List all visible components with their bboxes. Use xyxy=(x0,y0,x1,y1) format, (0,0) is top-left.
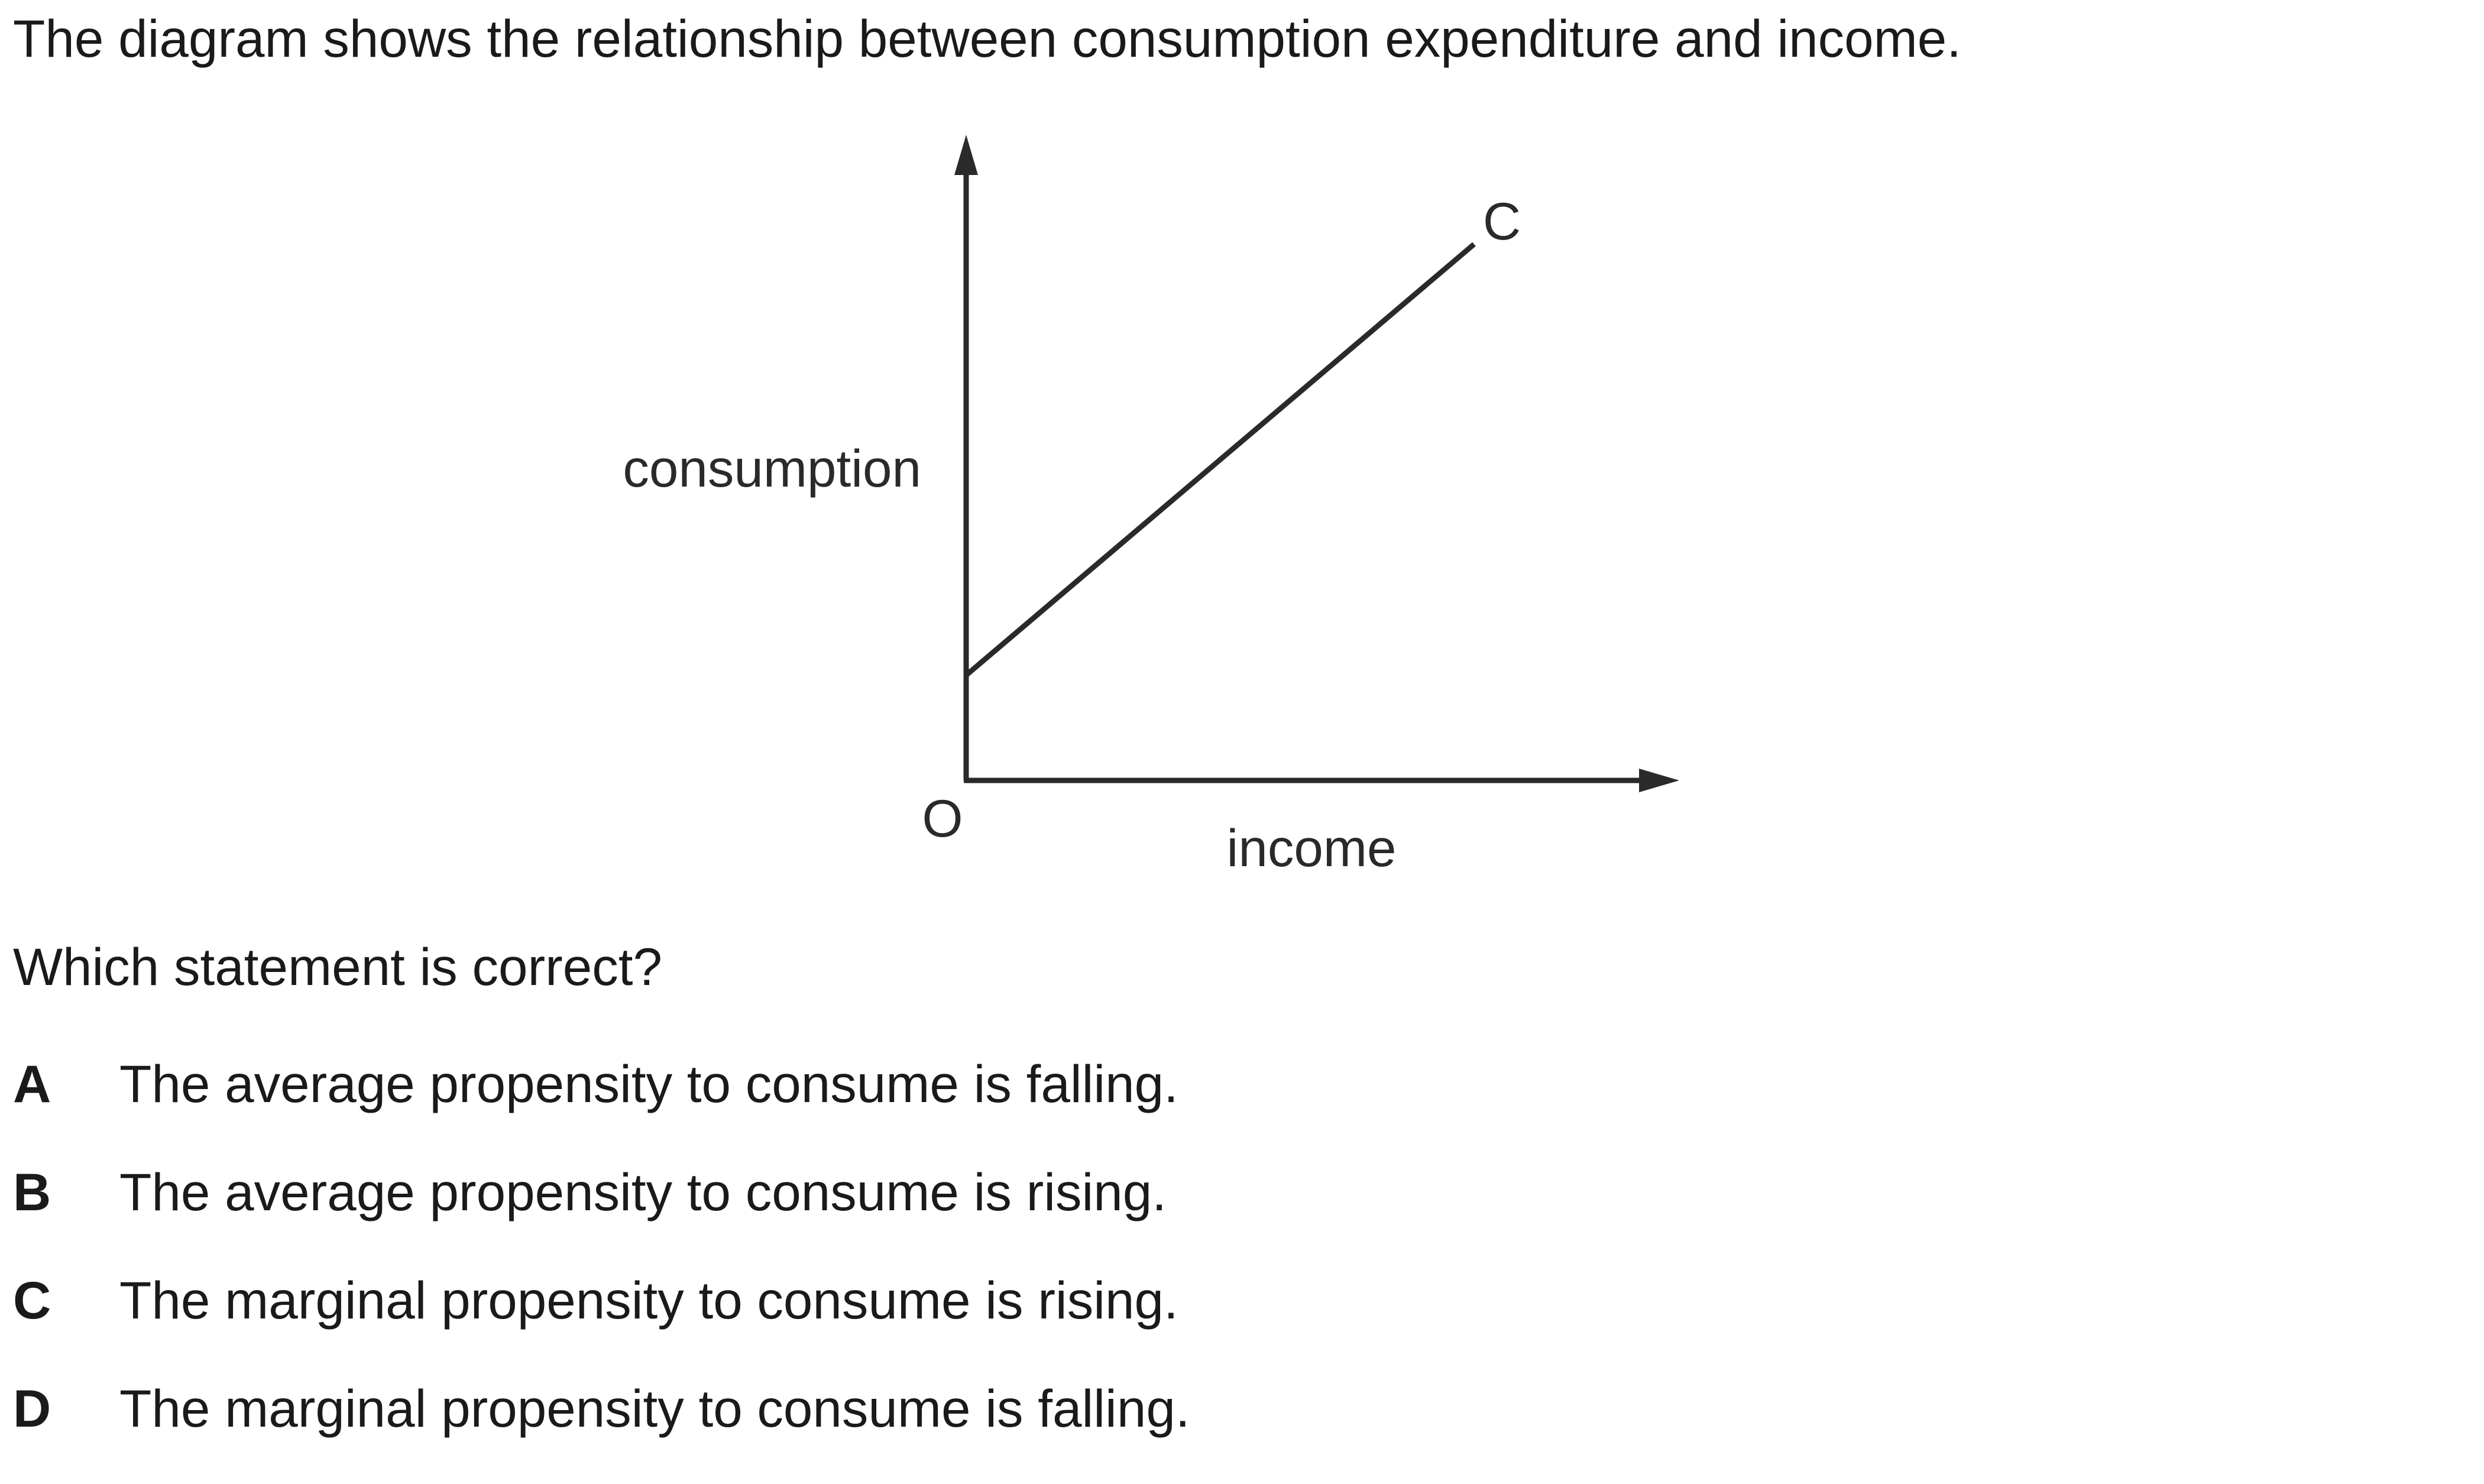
y-axis-label: consumption xyxy=(623,439,921,498)
x-axis-label: income xyxy=(1227,818,1397,877)
option-text: The average propensity to consume is fal… xyxy=(119,1054,1178,1113)
option-letter: D xyxy=(13,1379,51,1438)
option-text: The average propensity to consume is ris… xyxy=(119,1162,1167,1221)
option-text: The marginal propensity to consume is fa… xyxy=(119,1379,1190,1438)
intro-text: The diagram shows the relationship betwe… xyxy=(13,9,1961,68)
origin-label: O xyxy=(922,789,963,848)
option-letter: C xyxy=(13,1271,51,1330)
option-text: The marginal propensity to consume is ri… xyxy=(119,1271,1178,1330)
option-letter: B xyxy=(13,1162,51,1221)
x-axis-arrowhead xyxy=(1639,769,1679,792)
line-label: C xyxy=(1483,192,1521,251)
question-text: Which statement is correct? xyxy=(13,937,663,996)
option-letter: A xyxy=(13,1054,51,1113)
consumption-income-diagram: consumption income O C xyxy=(623,135,1679,877)
consumption-line xyxy=(964,242,1476,678)
y-axis-arrowhead xyxy=(954,135,978,175)
